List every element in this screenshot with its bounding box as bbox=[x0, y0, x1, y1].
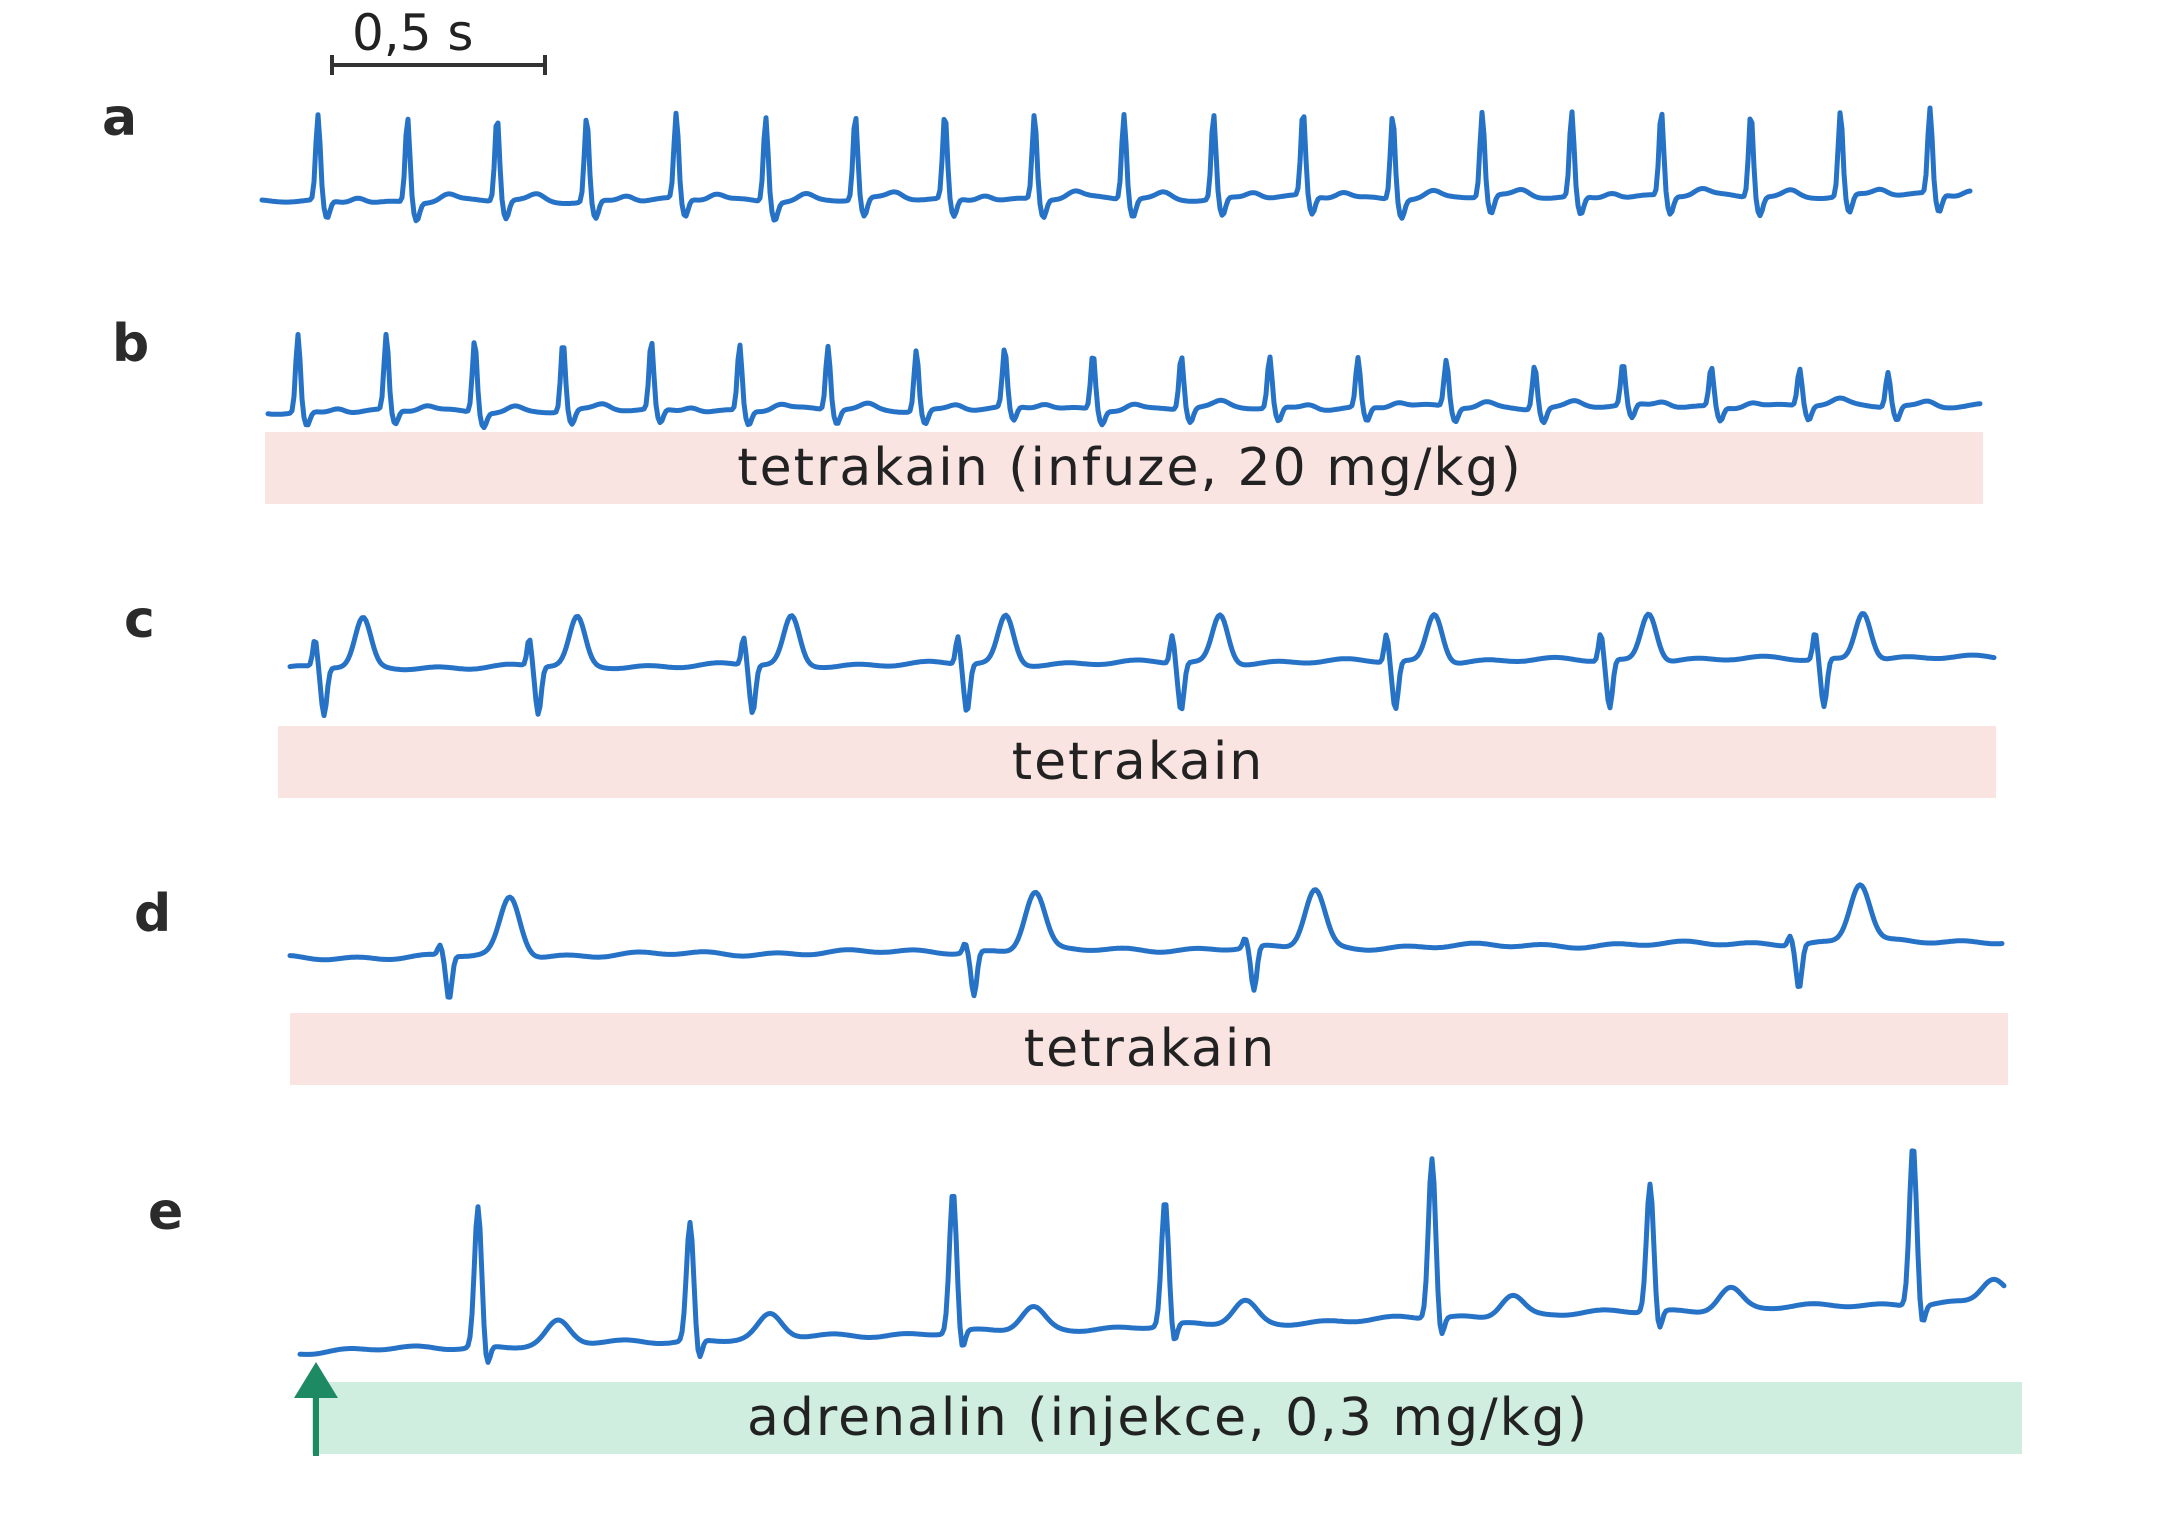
scale-bar-label: 0,5 s bbox=[352, 4, 474, 62]
panel-letter-e: e bbox=[148, 1182, 184, 1242]
panel-letter-a: a bbox=[102, 88, 138, 148]
band-b bbox=[265, 432, 1983, 504]
ecg-trace-d bbox=[287, 882, 2005, 1000]
band-c bbox=[278, 726, 1996, 798]
panel-letter-d: d bbox=[134, 884, 172, 944]
panel-letter-c: c bbox=[124, 590, 155, 650]
ecg-trace-e bbox=[297, 1148, 2007, 1365]
band-e bbox=[312, 1382, 2022, 1454]
ecg-trace-a bbox=[259, 105, 1973, 224]
band-d bbox=[290, 1013, 2008, 1085]
scale-bar bbox=[330, 55, 547, 75]
band-label-b: tetrakain (infuze, 20 mg/kg) bbox=[737, 438, 1523, 498]
up-arrow-icon bbox=[294, 1362, 338, 1456]
band-label-d: tetrakain bbox=[1023, 1019, 1277, 1079]
band-label-e: adrenalin (injekce, 0,3 mg/kg) bbox=[746, 1388, 1590, 1448]
ecg-trace-b bbox=[265, 331, 1983, 431]
ecg-trace-c bbox=[287, 611, 1997, 719]
panel-letter-b: b bbox=[112, 314, 150, 374]
band-label-c: tetrakain bbox=[1011, 732, 1265, 792]
